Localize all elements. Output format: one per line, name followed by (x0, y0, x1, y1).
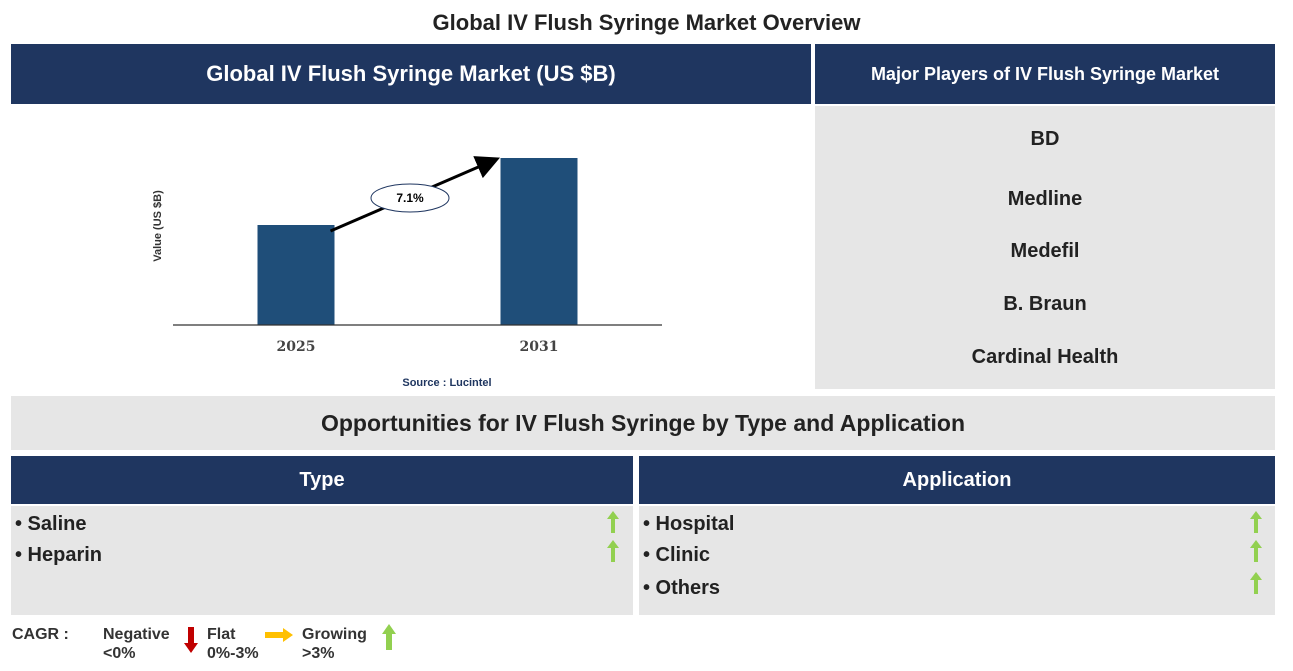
page-title: Global IV Flush Syringe Market Overview (432, 10, 861, 35)
application-item: • Clinic (643, 544, 711, 566)
application-item: • Others (643, 577, 721, 599)
players-header: Major Players of IV Flush Syringe Market (815, 44, 1275, 104)
type-panel (11, 506, 633, 615)
player-item: BD (1030, 128, 1060, 150)
cagr-ellipse (370, 183, 450, 213)
growing-arrow-icon (607, 511, 619, 533)
opportunities-header: Opportunities for IV Flush Syringe by Ty… (11, 396, 1275, 450)
legend-negative-range: <0% (103, 645, 136, 662)
type-item: • Saline (15, 513, 87, 535)
player-item: Cardinal Health (971, 346, 1119, 368)
growing-arrow-icon (1250, 572, 1262, 594)
player-item: Medline (1007, 188, 1083, 210)
flat-arrow-icon (265, 628, 293, 642)
player-item: Medefil (1010, 240, 1080, 262)
x-tick-label: 2031 (520, 339, 559, 355)
legend-growing: Growing (302, 626, 367, 643)
bar-2025 (257, 225, 335, 325)
growing-arrow-icon (382, 624, 396, 650)
negative-arrow-icon (184, 627, 198, 653)
application-header: Application (639, 456, 1275, 504)
y-axis-label: Value (US $B) (152, 190, 164, 262)
legend-label: CAGR : (12, 626, 69, 643)
bar-2031 (500, 158, 578, 325)
legend-negative: Negative (103, 626, 170, 643)
growing-arrow-icon (1250, 511, 1262, 533)
cagr-label: 7.1% (396, 191, 424, 205)
type-item: • Heparin (15, 544, 103, 566)
application-panel (639, 506, 1275, 615)
legend-flat: Flat (207, 626, 236, 643)
application-item: • Hospital (643, 513, 735, 535)
growing-arrow-icon (1250, 540, 1262, 562)
player-item: B. Braun (1003, 293, 1087, 315)
players-panel (815, 106, 1275, 389)
chart-header: Global IV Flush Syringe Market (US $B) (11, 44, 811, 104)
bar-chart: 7.1% Value (US $B) 2025 2031 Source : Lu… (152, 156, 662, 389)
legend-growing-range: >3% (302, 645, 335, 662)
growing-arrow-icon (607, 540, 619, 562)
source-label: Source : Lucintel (402, 377, 491, 389)
x-tick-label: 2025 (277, 339, 316, 355)
legend-flat-range: 0%-3% (207, 645, 259, 662)
type-header: Type (11, 456, 633, 504)
